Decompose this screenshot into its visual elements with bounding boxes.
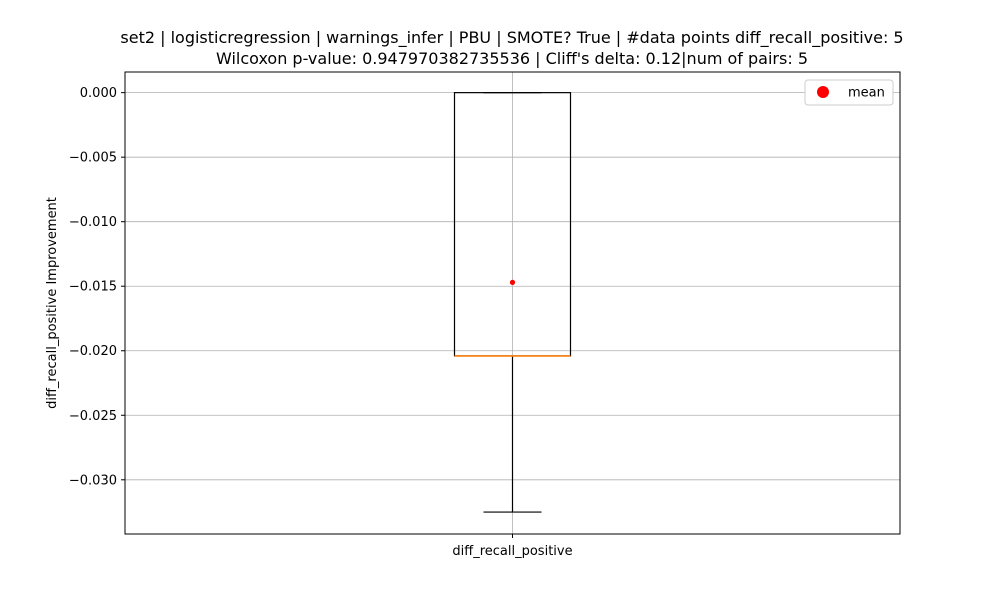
y-tick-label: −0.010 [69, 215, 117, 230]
y-axis-label: diff_recall_positive Improvement [45, 197, 60, 409]
x-tick-label: diff_recall_positive [452, 544, 572, 559]
y-tick-label: −0.015 [69, 280, 117, 295]
axes-frame [124, 71, 901, 535]
legend-mean-label: mean [848, 86, 885, 101]
y-tick-label: −0.025 [69, 409, 117, 424]
y-tick-label: −0.030 [69, 473, 117, 488]
y-tick-label: 0.000 [80, 86, 117, 101]
y-tick-label: −0.005 [69, 151, 117, 166]
legend-mean-marker [817, 86, 829, 98]
legend-box [804, 79, 894, 106]
chart-title-line2: Wilcoxon p-value: 0.947970382735536 | Cl… [216, 49, 808, 68]
y-tick-label: −0.020 [69, 344, 117, 359]
mean-marker [509, 279, 516, 285]
chart-title-line1: set2 | logisticregression | warnings_inf… [120, 28, 903, 48]
